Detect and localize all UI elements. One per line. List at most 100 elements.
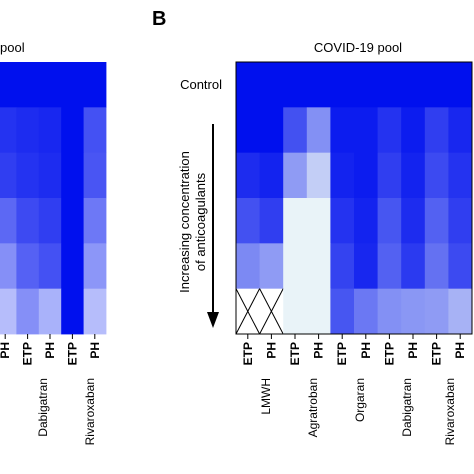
heatmap-cell [377,152,402,199]
group-label: Orgaran [353,378,367,422]
heatmap-cell [259,107,284,154]
heatmap-cell [16,107,40,154]
heatmap-cell [306,62,331,108]
heatmap-cell [0,198,17,244]
column-label: ETP [65,342,79,365]
heatmap-cell [424,62,449,108]
heatmap-cell [377,198,402,244]
heatmap-cell [448,198,473,244]
heatmap-cell [354,152,378,199]
heatmap-cell [283,243,308,290]
heatmap-cell [83,152,107,199]
heatmap-cell [61,107,84,154]
heatmap-cell [236,152,260,199]
heatmap-cell [354,62,378,108]
heatmap-cell [424,243,449,290]
heatmap-cell [424,288,449,335]
panel-b-title: COVID-19 pool [314,40,402,55]
column-label: ETP [335,342,349,365]
heatmap-cell [16,243,40,290]
heatmap-cell [236,198,260,244]
heatmap-cell [259,62,284,108]
heatmap-cell [448,288,473,335]
heatmap-cell [83,62,107,108]
panel-b: B COVID-19 pool Control Increasing conce… [152,8,473,445]
heatmap-cell [38,198,62,244]
heatmap-cell [377,243,402,290]
heatmap-cell [0,288,17,335]
heatmap-cell [354,198,378,244]
heatmap-cell [236,243,260,290]
group-label: LMWH [259,378,273,415]
heatmap-cell [61,288,84,335]
heatmap-cell [330,198,355,244]
heatmap-cell [38,152,62,199]
heatmap-cell [16,288,40,335]
heatmap-cell [306,107,331,154]
heatmap-cell [330,62,355,108]
heatmap-cell [236,62,260,108]
column-label: ETP [430,342,444,365]
heatmap-cell [424,198,449,244]
heatmap-cell [354,107,378,154]
group-label: Agratroban [306,378,320,437]
column-label: PH [359,342,373,359]
heatmap-cell [0,107,17,154]
heatmap-cell [61,152,84,199]
column-label: PH [453,342,467,359]
heatmap-cell [330,243,355,290]
heatmap-cell [377,288,402,335]
control-row-label: Control [180,77,222,92]
heatmap-cell [401,243,426,290]
heatmap-cell [16,152,40,199]
heatmap-cell [306,198,331,244]
heatmap-cell [330,288,355,335]
heatmap-cell [330,107,355,154]
heatmap-cell [38,288,62,335]
column-label: ETP [21,342,35,365]
heatmap-cell [306,152,331,199]
heatmap-cell [283,288,308,335]
heatmap-cell [306,243,331,290]
heatmap-cell [448,152,473,199]
heatmap-cell [83,288,107,335]
panel-b-group-labels: LMWH Agratroban Orgaran Dabigatran Rivaroxab… [259,378,457,445]
heatmap-cell [83,107,107,154]
heatmap-cell [424,152,449,199]
group-label: Dabigatran [400,378,414,437]
heatmap-cell [38,243,62,290]
heatmap-cell [38,62,62,108]
heatmap-cell [377,62,402,108]
heatmap-cell [259,243,284,290]
heatmap-cell [259,198,284,244]
column-label: ETP [382,342,396,365]
heatmap-border [235,61,473,335]
group-label: Rivaroxaban [83,378,97,445]
increasing-arrow [207,124,219,328]
panel-a-cells [0,62,107,335]
heatmap-cell [448,62,473,108]
column-label: ETP [288,342,302,365]
column-label: PH [264,342,278,359]
panel-a: pool PH ETP PH ETP PH Dabigatran Rivaroxaban [0,40,107,445]
heatmap-cell [401,152,426,199]
missing-cross [259,288,284,335]
y-annotation-line-2: of anticoagulants [193,172,208,271]
heatmap-cell [401,198,426,244]
panel-b-cells [235,61,473,335]
group-label: Dabigatran [36,378,50,437]
heatmap-cell [448,107,473,154]
heatmap-cell [354,288,378,335]
heatmap-cell [236,107,260,154]
heatmap-cell [283,152,308,199]
heatmap-cell [283,62,308,108]
heatmap-cell [0,62,17,108]
heatmap-cell [306,288,331,335]
column-label: PH [43,342,57,359]
heatmap-cell [61,243,84,290]
panel-b-column-labels: ETP PH ETP PH ETP PH ETP PH ETP PH [241,334,467,365]
y-annotation-line-1: Increasing concentration [177,151,192,293]
panel-a-group-labels: Dabigatran Rivaroxaban [36,378,97,445]
heatmap-cell [283,198,308,244]
